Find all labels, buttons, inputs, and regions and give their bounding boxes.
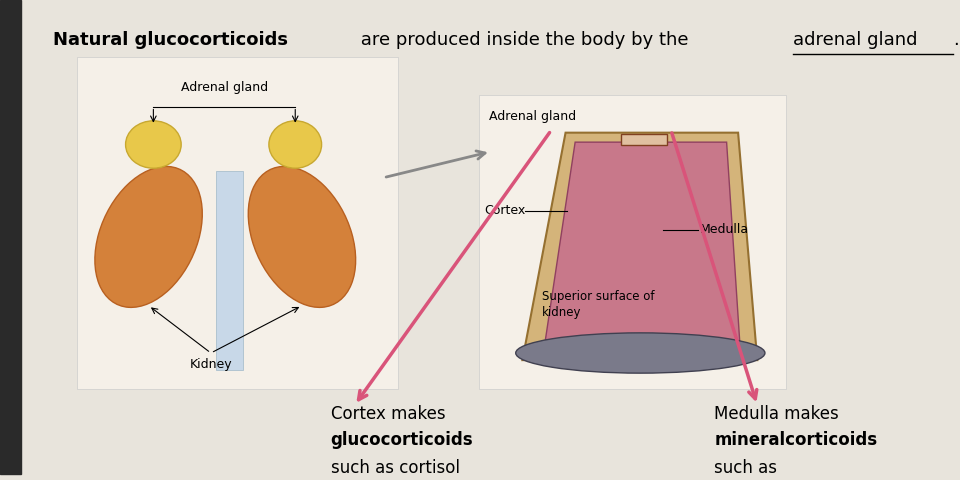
Bar [216, 170, 243, 370]
Polygon shape [522, 132, 757, 360]
Text: Superior surface of: Superior surface of [541, 289, 654, 303]
Text: Cortex makes: Cortex makes [330, 405, 445, 423]
Text: Adrenal gland: Adrenal gland [180, 81, 268, 94]
Text: mineralcorticoids: mineralcorticoids [714, 431, 877, 449]
Text: .: . [953, 31, 959, 49]
Text: Medulla: Medulla [700, 223, 749, 236]
Ellipse shape [516, 333, 765, 373]
Text: are produced inside the body by the: are produced inside the body by the [355, 31, 695, 49]
Ellipse shape [126, 121, 181, 168]
Bar [621, 134, 667, 144]
Bar [0, 0, 21, 474]
Text: Kidney: Kidney [189, 359, 232, 372]
Text: Medulla makes: Medulla makes [714, 405, 839, 423]
Ellipse shape [95, 167, 203, 307]
Bar [479, 95, 786, 388]
Text: Cortex: Cortex [484, 204, 525, 217]
Text: Natural glucocorticoids: Natural glucocorticoids [53, 31, 288, 49]
Text: adrenal gland: adrenal gland [793, 31, 917, 49]
Text: kidney: kidney [541, 306, 581, 319]
Text: glucocorticoids: glucocorticoids [330, 431, 473, 449]
Polygon shape [544, 142, 740, 346]
Text: such as: such as [714, 459, 778, 477]
Text: such as cortisol: such as cortisol [330, 459, 460, 477]
Ellipse shape [249, 167, 355, 307]
Text: Adrenal gland: Adrenal gland [489, 109, 576, 122]
Bar [77, 57, 397, 388]
Ellipse shape [269, 121, 322, 168]
